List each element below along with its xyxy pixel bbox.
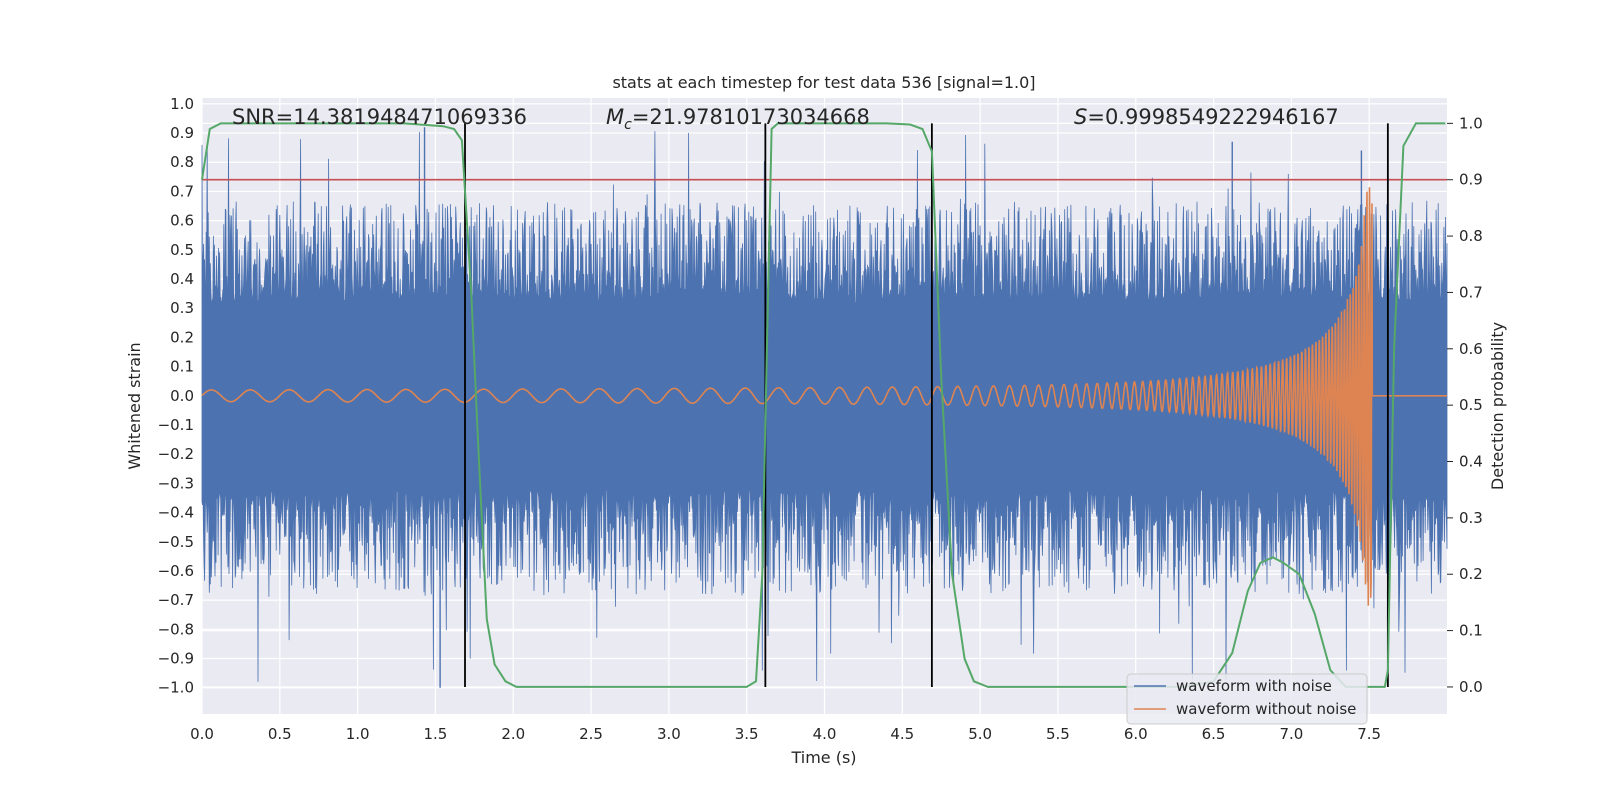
x-tick-label: 3.0 [657,725,681,743]
x-tick-label: 0.5 [268,725,292,743]
significance-value: =0.9998549222946167 [1087,105,1338,129]
x-tick-label: 2.0 [501,725,525,743]
y2-tick-label: 0.0 [1459,678,1483,696]
y-tick-label: 0.9 [170,124,194,142]
y-tick-label: −0.1 [158,416,194,434]
x-tick-label: 4.5 [890,725,914,743]
y2-tick-label: 0.8 [1459,227,1483,245]
y-tick-label: 0.6 [170,212,194,230]
y-tick-label: −0.6 [158,562,194,580]
y2-tick-label: 0.9 [1459,171,1483,189]
y2-tick-label: 0.3 [1459,509,1483,527]
chirp-mass-annotation: Mc=21.97810173034668 [606,105,870,133]
chart-title: stats at each timestep for test data 536… [612,73,1035,92]
y-tick-label: 0.0 [170,387,194,405]
y2-tick-label: 0.7 [1459,283,1483,301]
chirp-mass-value: =21.97810173034668 [632,105,870,129]
legend-noise-label: waveform with noise [1176,677,1332,695]
y2-tick-label: 0.4 [1459,453,1483,471]
y-tick-label: −0.8 [158,620,194,638]
significance-annotation: S=0.9998549222946167 [1074,105,1339,129]
y-tick-label: −1.0 [158,679,194,697]
y-tick-label: 0.2 [170,328,194,346]
y2-tick-label: 0.5 [1459,396,1483,414]
noise-waveform-fill [201,131,1448,682]
y-tick-label: −0.2 [158,445,194,463]
significance-symbol: S [1074,105,1087,129]
y-tick-label: −0.5 [158,533,194,551]
x-tick-label: 5.0 [968,725,992,743]
x-tick-label: 5.5 [1046,725,1070,743]
y-tick-label: 0.4 [170,270,194,288]
x-tick-label: 6.5 [1202,725,1226,743]
x-tick-label: 3.5 [735,725,759,743]
x-tick-label: 2.5 [579,725,603,743]
clean-waveform-line [201,187,1447,606]
y-tick-label: −0.7 [158,591,194,609]
y2-tick-label: 0.2 [1459,565,1483,583]
tick-labels: 0.0 0.5 1.0 1.5 2.0 2.5 3.0 3.5 4.0 4.5 5.0 5.5 6.0 6… [158,95,1483,743]
clean-waveform-series [201,187,1447,606]
snr-annotation: SNR=14.381948471069336 [232,105,527,129]
y2-tick-label: 1.0 [1459,114,1483,132]
y-axis-label: Whitened strain [125,342,144,469]
y-tick-label: 0.8 [170,153,194,171]
x-tick-label: 1.5 [424,725,448,743]
y-tick-label: −0.3 [158,474,194,492]
y2-axis-label: Detection probability [1488,322,1507,490]
legend: waveform with noise waveform without noi… [1126,673,1368,725]
y2-tick-label: 0.1 [1459,622,1483,640]
y-tick-label: −0.4 [158,504,194,522]
x-tick-label: 7.0 [1279,725,1303,743]
x-tick-label: 1.0 [346,725,370,743]
x-tick-label: 0.0 [190,725,214,743]
chirp-mass-symbol: M [606,105,624,129]
x-axis-label: Time (s) [790,748,856,767]
x-tick-label: 6.0 [1124,725,1148,743]
y-tick-label: 0.1 [170,358,194,376]
chirp-mass-subscript: c [624,117,632,133]
y-tick-label: 0.7 [170,182,194,200]
y-tick-label: 0.3 [170,299,194,317]
legend-clean-label: waveform without noise [1176,700,1356,718]
legend-box [1126,673,1368,725]
x-tick-label: 4.0 [813,725,837,743]
y2-tick-label: 0.6 [1459,340,1483,358]
y-tick-label: 1.0 [170,95,194,113]
y-tick-label: −0.9 [158,650,194,668]
y-tick-label: 0.5 [170,241,194,259]
x-tick-label: 7.5 [1357,725,1381,743]
